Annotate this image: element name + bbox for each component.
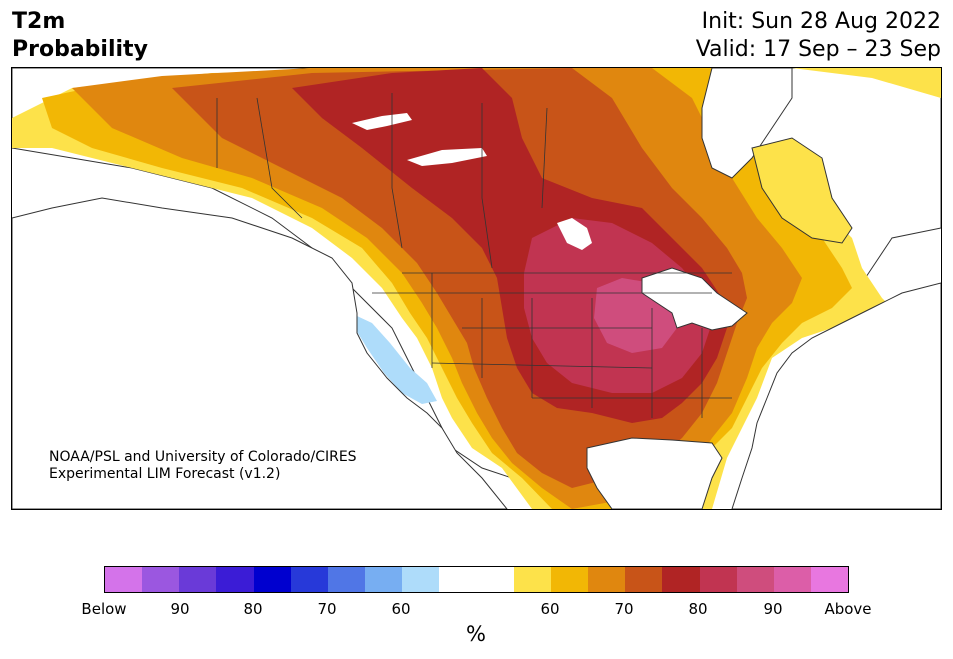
colorbar-segment [327, 567, 366, 592]
lake-winnipeg [557, 218, 592, 250]
colorbar-segment [810, 567, 849, 592]
init-date: Init: Sun 28 Aug 2022 [701, 9, 941, 34]
below-60-region [356, 316, 437, 404]
pacific-ocean [12, 197, 508, 509]
colorbar-segment [588, 567, 626, 592]
colorbar [104, 566, 849, 593]
forecast-map [11, 67, 942, 510]
colorbar-segment [736, 567, 774, 592]
colorbar-tick-label: 80 [688, 600, 708, 618]
atlantic-ocean [731, 282, 941, 509]
credit-line-2: Experimental LIM Forecast (v1.2) [49, 466, 281, 482]
colorbar-segment [365, 567, 403, 592]
colorbar-tick-label: 60 [391, 600, 411, 618]
credit-line-1: NOAA/PSL and University of Colorado/CIRE… [49, 449, 357, 465]
title-line-1: T2m [12, 9, 66, 34]
colorbar-segment [699, 567, 737, 592]
colorbar-segment [550, 567, 589, 592]
colorbar-tick-label: 90 [763, 600, 783, 618]
colorbar-segment [290, 567, 328, 592]
colorbar-segment [513, 567, 551, 592]
colorbar-unit: % [466, 622, 486, 646]
valid-range: Valid: 17 Sep – 23 Sep [695, 37, 941, 62]
map-canvas [12, 68, 941, 509]
colorbar-tick-label: 90 [170, 600, 190, 618]
colorbar-tick-label: 60 [540, 600, 560, 618]
borders [216, 93, 732, 418]
colorbar-tick-label: Below [81, 600, 127, 618]
colorbar-segment [142, 567, 180, 592]
great-bear-lake [407, 148, 487, 166]
colorbar-segment [662, 567, 700, 592]
colorbar-segment [476, 567, 514, 592]
colorbar-tick-label: 70 [317, 600, 337, 618]
colorbar-segment [402, 567, 440, 592]
colorbar-tick-label: Above [824, 600, 872, 618]
colorbar-segment [179, 567, 217, 592]
credit-text: NOAA/PSL and University of Colorado/CIRE… [49, 449, 357, 483]
colorbar-segment [625, 567, 663, 592]
forecast-dates: Init: Sun 28 Aug 2022 Valid: 17 Sep – 23… [696, 8, 941, 64]
colorbar-segment [773, 567, 811, 592]
map-title: T2m Probability [12, 8, 148, 64]
colorbar-segment [253, 567, 291, 592]
great-slave-lake [352, 113, 412, 130]
colorbar-segment [105, 567, 143, 592]
colorbar-tick-label: 80 [243, 600, 263, 618]
colorbar-tick-label: 70 [614, 600, 634, 618]
hudson-bay [701, 68, 793, 179]
labrador [751, 137, 853, 244]
great-lakes [641, 267, 748, 331]
gulf-of-mexico [586, 437, 723, 509]
title-line-2: Probability [12, 37, 148, 62]
colorbar-segment [216, 567, 254, 592]
colorbar-segment [439, 567, 477, 592]
